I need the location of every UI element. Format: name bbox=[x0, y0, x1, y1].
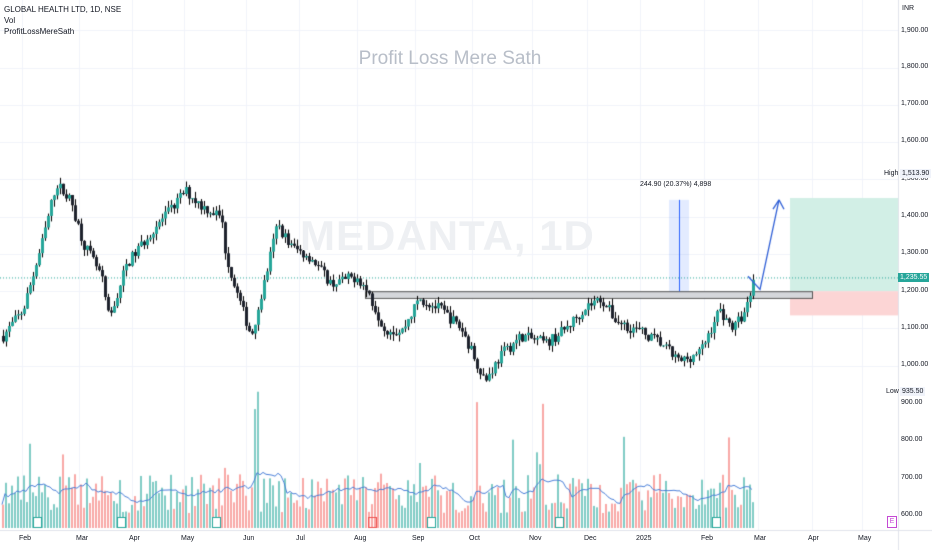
channel-watermark: Profit Loss Mere Sath bbox=[358, 48, 542, 69]
price-tick: 1,300.00 bbox=[901, 249, 929, 256]
high-value-tag: 1,513.90 bbox=[900, 169, 932, 178]
time-label: Jun bbox=[243, 535, 255, 542]
price-tick: 1,600.00 bbox=[901, 137, 929, 144]
price-tick: 1,500.00 bbox=[901, 175, 929, 182]
time-label: Dec bbox=[584, 535, 597, 542]
time-label: Apr bbox=[808, 535, 819, 542]
earnings-event-marker[interactable]: E bbox=[887, 516, 897, 528]
currency-label[interactable]: INR bbox=[902, 5, 915, 12]
time-label: Nov bbox=[529, 535, 542, 542]
volume-tick: 900.00 bbox=[901, 399, 923, 406]
custom-indicator-label[interactable]: ProfitLossMereSath bbox=[4, 27, 75, 36]
high-label: High bbox=[884, 170, 899, 177]
time-label: 2025 bbox=[636, 535, 652, 542]
measure-tool-label[interactable]: 244.90 (20.37%) 4,898 bbox=[640, 181, 712, 188]
time-label: Aug bbox=[354, 535, 367, 542]
time-label: Oct bbox=[469, 535, 480, 542]
price-tick: 1,100.00 bbox=[901, 324, 929, 331]
time-label: Mar bbox=[754, 535, 767, 542]
time-label: May bbox=[858, 535, 872, 542]
time-label: Sep bbox=[412, 535, 425, 542]
symbol-watermark: MEDANTA, 1D bbox=[300, 212, 595, 259]
time-label: Apr bbox=[129, 535, 140, 542]
time-label: Mar bbox=[76, 535, 89, 542]
volume-tick: 700.00 bbox=[901, 474, 923, 481]
price-tick: 1,000.00 bbox=[901, 361, 929, 368]
time-label: Jul bbox=[296, 535, 305, 542]
time-label: May bbox=[181, 535, 195, 542]
last-price-tag: 1,235.55 bbox=[898, 273, 930, 282]
volume-tick: 800.00 bbox=[901, 436, 923, 443]
symbol-title: GLOBAL HEALTH LTD, 1D, NSE bbox=[4, 5, 122, 14]
price-tick: 1,900.00 bbox=[901, 27, 929, 34]
volume-tick: 600.00 bbox=[901, 511, 923, 518]
volume-indicator-label[interactable]: Vol bbox=[4, 16, 16, 25]
price-tick: 1,700.00 bbox=[901, 100, 929, 107]
low-label: Low bbox=[886, 388, 899, 395]
price-tick: 1,400.00 bbox=[901, 212, 929, 219]
price-tick: 1,800.00 bbox=[901, 63, 929, 70]
price-tick: 1,200.00 bbox=[901, 287, 929, 294]
time-label: Feb bbox=[19, 535, 32, 542]
low-value-tag: 935.50 bbox=[900, 387, 926, 396]
time-label: Feb bbox=[701, 535, 714, 542]
